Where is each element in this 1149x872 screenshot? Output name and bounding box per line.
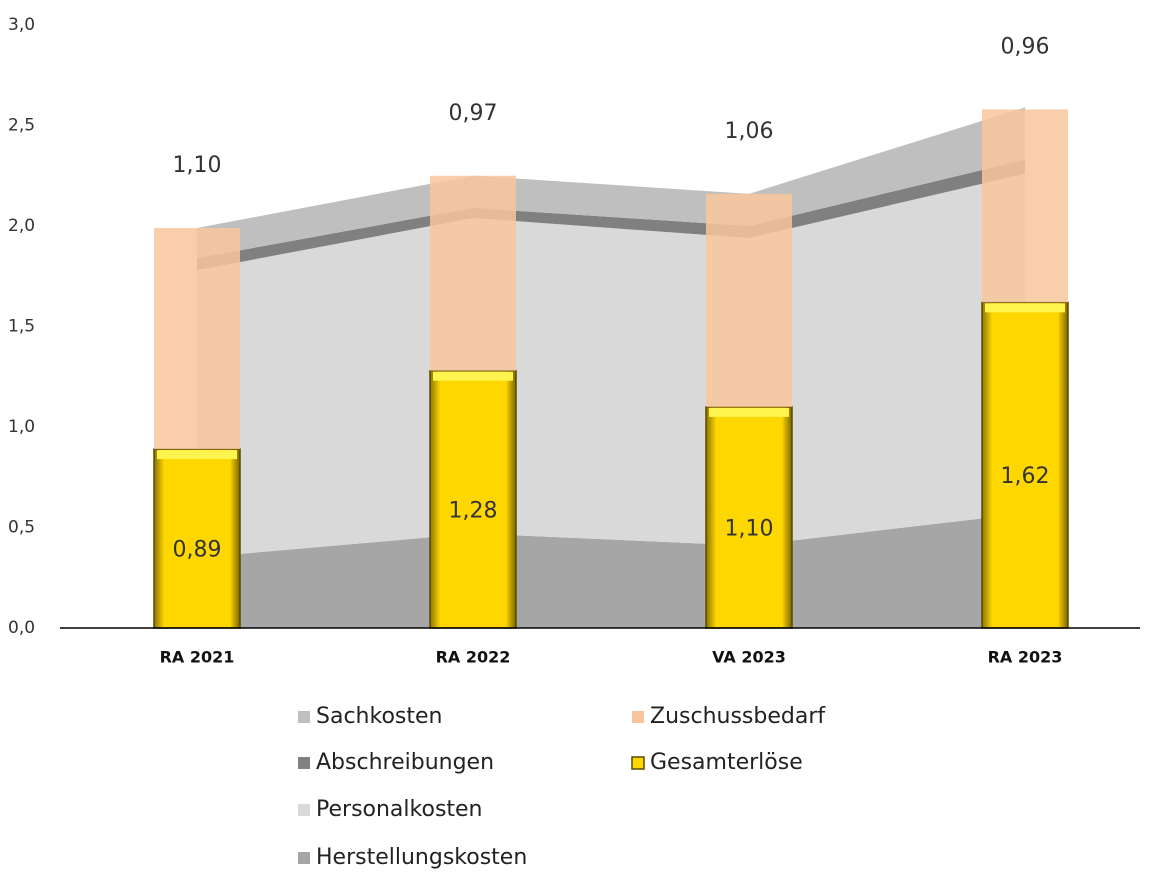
legend-label: Sachkosten <box>316 704 442 729</box>
bar <box>705 406 793 629</box>
data-label: 1,10 <box>173 153 222 178</box>
y-tick-label: 1,5 <box>8 317 35 337</box>
x-tick-label: RA 2022 <box>436 648 511 667</box>
bar <box>981 301 1069 629</box>
data-label: 0,96 <box>1001 34 1050 59</box>
legend-swatch <box>298 711 310 723</box>
legend-label: Personalkosten <box>316 797 483 822</box>
legend-swatch <box>298 852 310 864</box>
bar-cap <box>985 303 1065 313</box>
bar <box>706 193 792 407</box>
data-label: 1,10 <box>725 516 774 541</box>
bar <box>430 175 516 371</box>
area <box>197 513 1025 628</box>
y-tick-label: 3,0 <box>8 15 35 35</box>
bar-cap <box>157 450 237 460</box>
legend-swatch <box>632 711 644 723</box>
area <box>197 107 1025 259</box>
legend-label: Abschreibungen <box>316 750 494 775</box>
bar <box>153 448 241 629</box>
x-tick-label: RA 2021 <box>160 648 235 667</box>
bar <box>982 109 1068 303</box>
x-tick-label: VA 2023 <box>712 648 786 667</box>
y-tick-label: 0,5 <box>8 518 35 538</box>
bar-cap <box>709 407 789 417</box>
x-tick-label: RA 2023 <box>988 648 1063 667</box>
y-tick-label: 1,0 <box>8 417 35 437</box>
data-label: 1,28 <box>449 498 498 523</box>
data-label: 1,06 <box>725 119 774 144</box>
y-tick-label: 2,5 <box>8 116 35 136</box>
area <box>197 173 1025 558</box>
data-label: 1,62 <box>1001 464 1050 489</box>
y-tick-label: 2,0 <box>8 216 35 236</box>
data-label: 0,97 <box>449 101 498 126</box>
bar <box>429 369 517 629</box>
legend-swatch <box>631 756 645 770</box>
bar-cap <box>433 371 513 381</box>
bar <box>154 228 240 450</box>
legend-swatch <box>298 757 310 769</box>
legend-label: Gesamterlöse <box>650 750 803 775</box>
data-label: 0,89 <box>173 538 222 563</box>
legend-label: Herstellungskosten <box>316 845 527 870</box>
legend-swatch <box>298 804 310 816</box>
y-tick-label: 0,0 <box>8 618 35 638</box>
legend-label: Zuschussbedarf <box>650 704 826 729</box>
